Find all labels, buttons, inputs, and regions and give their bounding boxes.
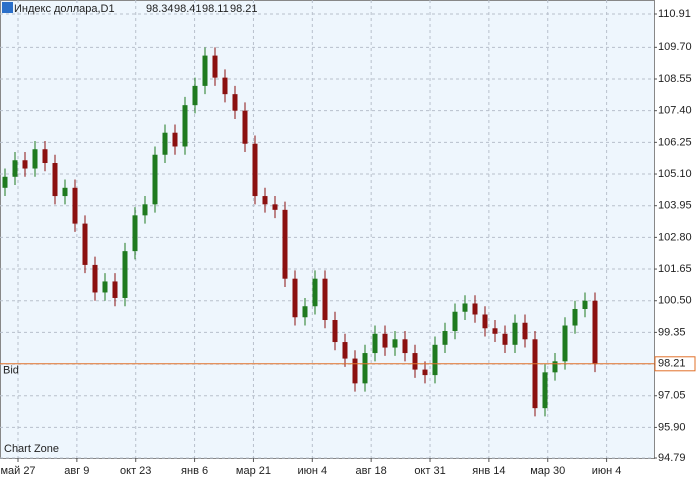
- candle-body: [262, 196, 268, 205]
- x-tick-label: июн 4: [297, 465, 327, 477]
- candle-body: [62, 187, 68, 197]
- bid-price-box: [654, 356, 696, 372]
- candle-body: [2, 176, 8, 188]
- candle-body: [212, 55, 218, 78]
- candle-body: [492, 328, 498, 334]
- y-tick-label: 101.65: [658, 263, 692, 275]
- candle-body: [162, 132, 168, 155]
- candle-body: [522, 322, 528, 340]
- y-tick-label: 94.79: [658, 452, 686, 464]
- x-tick-label: янв 6: [181, 465, 208, 477]
- candle-body: [372, 333, 378, 354]
- x-tick-label: окт 31: [414, 465, 445, 477]
- candle-body: [152, 154, 158, 205]
- plot-area: [0, 0, 655, 459]
- y-tick-label: 102.80: [658, 231, 692, 243]
- y-tick-label: 110.91: [658, 8, 691, 20]
- x-tick-label: мар 21: [236, 465, 271, 477]
- candle-body: [322, 278, 328, 321]
- chart-title: Индекс доллара,D1: [14, 3, 115, 15]
- y-tick-label: 108.55: [658, 73, 692, 85]
- candle-body: [402, 339, 408, 354]
- candle-body: [592, 300, 598, 364]
- candle-body: [82, 223, 88, 265]
- candle-body: [182, 105, 188, 147]
- candle-body: [272, 204, 278, 210]
- candles: [2, 47, 598, 417]
- y-tick-label: 100.50: [658, 295, 692, 307]
- candle-body: [342, 342, 348, 359]
- header-low: 98.11: [202, 3, 229, 15]
- y-tick-label: 99.35: [658, 326, 686, 338]
- x-tick-label: янв 14: [472, 465, 505, 477]
- candle-body: [22, 160, 28, 169]
- candle-body: [142, 204, 148, 216]
- candle-body: [352, 358, 358, 384]
- candle-body: [412, 353, 418, 370]
- y-tick-label: 95.90: [658, 421, 686, 433]
- candle-body: [452, 311, 458, 332]
- header-high: 98.41: [174, 3, 202, 15]
- candle-body: [462, 303, 468, 312]
- candle-body: [132, 215, 138, 252]
- candle-body: [512, 322, 518, 345]
- candle-body: [172, 132, 178, 147]
- y-tick-label: 97.05: [658, 390, 686, 402]
- watermark: Chart Zone: [4, 443, 59, 455]
- candle-body: [222, 77, 228, 95]
- candle-body: [292, 278, 298, 318]
- candle-body: [332, 320, 338, 343]
- y-tick-label: 103.95: [658, 200, 692, 212]
- candle-body: [312, 278, 318, 307]
- y-tick-label: 106.25: [658, 136, 692, 148]
- candle-body: [302, 306, 308, 318]
- candle-body: [232, 94, 238, 111]
- y-tick-label: 107.40: [658, 105, 692, 117]
- candle-body: [282, 209, 288, 279]
- candle-body: [122, 251, 128, 298]
- candle-body: [382, 333, 388, 348]
- x-tick-label: авг 9: [64, 465, 89, 477]
- candle-body: [72, 187, 78, 224]
- x-tick-label: окт 23: [120, 465, 151, 477]
- candle-body: [92, 264, 98, 293]
- candle-body: [542, 372, 548, 409]
- candle-body: [502, 333, 508, 345]
- candle-body: [102, 281, 108, 293]
- x-tick-label: авг 18: [356, 465, 387, 477]
- candle-body: [192, 85, 198, 106]
- candle-body: [242, 110, 248, 144]
- candle-body: [562, 325, 568, 362]
- symbol-icon: [2, 2, 13, 13]
- candle-body: [472, 303, 478, 315]
- candle-body: [392, 339, 398, 348]
- candle-body: [362, 353, 368, 384]
- candle-body: [32, 149, 38, 169]
- candle-body: [572, 308, 578, 326]
- candle-body: [432, 344, 438, 376]
- bid-label: Bid: [3, 365, 19, 377]
- candle-body: [42, 149, 48, 164]
- candle-body: [112, 281, 118, 298]
- candle-body: [552, 361, 558, 373]
- candle-body: [582, 300, 588, 309]
- x-tick-label: июн 4: [592, 465, 622, 477]
- candle-body: [52, 163, 58, 197]
- x-tick-label: мар 30: [530, 465, 565, 477]
- y-tick-label: 109.70: [658, 41, 692, 53]
- candle-body: [442, 331, 448, 345]
- candle-body: [482, 314, 488, 329]
- x-tick-label: май 27: [0, 465, 35, 477]
- candle-body: [12, 160, 18, 177]
- candle-body: [422, 369, 428, 376]
- header-close: 98.21: [230, 3, 258, 15]
- candle-body: [202, 55, 208, 86]
- candle-body: [252, 143, 258, 197]
- y-tick-label: 105.10: [658, 168, 692, 180]
- candle-body: [532, 339, 538, 409]
- bid-price: 98.21: [658, 358, 686, 370]
- header-open: 98.34: [146, 3, 174, 15]
